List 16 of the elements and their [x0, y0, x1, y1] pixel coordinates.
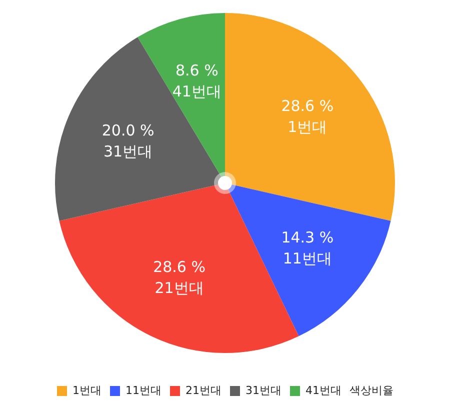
legend-label: 11번대 [124, 383, 162, 398]
data-label: 28.6 % [281, 97, 334, 116]
legend-label: 21번대 [184, 383, 222, 398]
data-label: 14.3 % [281, 228, 334, 247]
data-label: 28.6 % [153, 258, 206, 276]
legend-label: 41번대 [304, 383, 342, 398]
legend-title: 색상비율 [350, 383, 394, 398]
legend-label: 1번대 [72, 383, 102, 398]
slice-label: 1번대 [288, 118, 328, 136]
data-label: 20.0 % [102, 122, 154, 140]
slice-label: 11번대 [282, 250, 332, 268]
legend-label: 31번대 [244, 383, 282, 398]
slice-label: 31번대 [104, 142, 153, 161]
slice-label: 21번대 [154, 278, 204, 297]
slice-label: 41번대 [172, 82, 222, 100]
data-label: 8.6 % [175, 61, 218, 80]
